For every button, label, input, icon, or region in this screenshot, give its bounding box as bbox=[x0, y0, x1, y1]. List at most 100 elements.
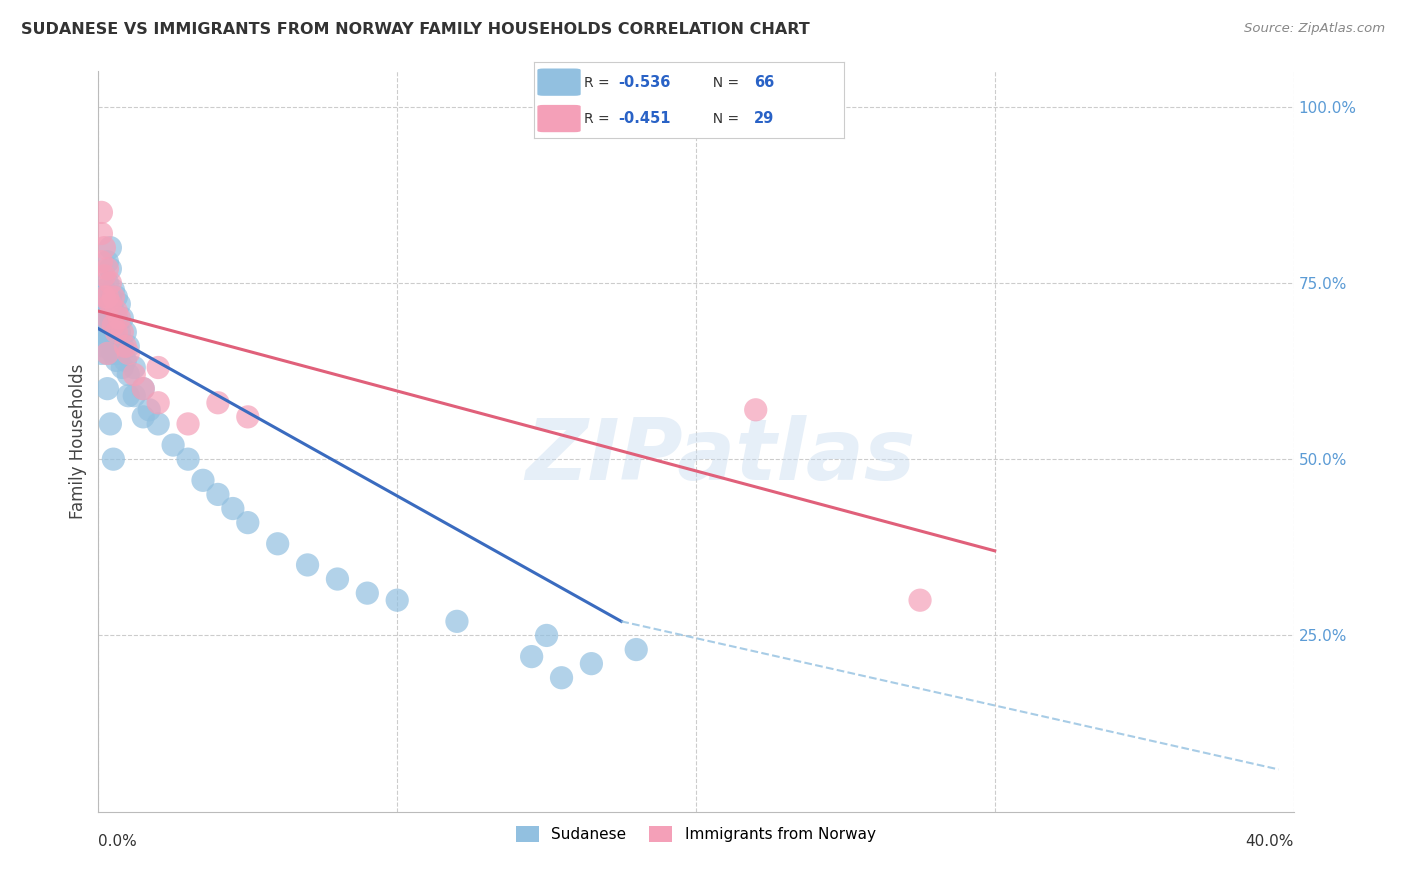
Point bbox=[90, 311, 112, 326]
Point bbox=[108, 311, 131, 326]
Point bbox=[90, 325, 112, 339]
Point bbox=[236, 409, 259, 424]
Point bbox=[93, 283, 115, 297]
Point bbox=[96, 290, 118, 304]
Point bbox=[908, 593, 931, 607]
Point bbox=[117, 346, 139, 360]
Point bbox=[117, 339, 139, 353]
Text: -0.451: -0.451 bbox=[617, 111, 671, 126]
Point bbox=[385, 593, 409, 607]
Point bbox=[96, 382, 118, 396]
Point bbox=[132, 382, 155, 396]
Point bbox=[111, 325, 134, 339]
Point bbox=[267, 537, 290, 551]
Point bbox=[745, 402, 768, 417]
Point bbox=[177, 417, 200, 431]
Point bbox=[98, 261, 122, 276]
Point bbox=[111, 360, 134, 375]
Point bbox=[93, 290, 115, 304]
Point bbox=[581, 657, 603, 671]
Point bbox=[90, 304, 112, 318]
Point bbox=[93, 325, 115, 339]
Text: 0.0%: 0.0% bbox=[98, 834, 138, 849]
Point bbox=[108, 325, 131, 339]
Point bbox=[96, 346, 118, 360]
Point bbox=[132, 382, 155, 396]
Point bbox=[356, 586, 378, 600]
Point bbox=[536, 628, 558, 642]
Point bbox=[297, 558, 319, 572]
Point bbox=[93, 304, 115, 318]
Text: ZIPatlas: ZIPatlas bbox=[524, 415, 915, 498]
Point bbox=[326, 572, 349, 586]
Point bbox=[117, 368, 139, 382]
Point bbox=[96, 297, 118, 311]
Point bbox=[191, 473, 214, 487]
Point bbox=[626, 642, 648, 657]
Point bbox=[93, 318, 115, 333]
Text: N =: N = bbox=[704, 112, 744, 126]
Point bbox=[124, 389, 146, 403]
Point bbox=[105, 325, 128, 339]
Point bbox=[98, 417, 122, 431]
Text: R =: R = bbox=[583, 112, 614, 126]
FancyBboxPatch shape bbox=[537, 69, 581, 95]
Point bbox=[96, 254, 118, 268]
Text: N =: N = bbox=[704, 76, 744, 90]
Point bbox=[96, 261, 118, 276]
Point bbox=[96, 276, 118, 290]
Point bbox=[98, 297, 122, 311]
Point bbox=[207, 396, 229, 410]
Text: R =: R = bbox=[583, 76, 614, 90]
Point bbox=[117, 389, 139, 403]
Point bbox=[105, 311, 128, 326]
Point bbox=[103, 346, 125, 360]
Point bbox=[114, 339, 136, 353]
Text: 40.0%: 40.0% bbox=[1246, 834, 1294, 849]
Text: 66: 66 bbox=[754, 76, 775, 90]
Point bbox=[148, 417, 170, 431]
Point bbox=[114, 353, 136, 368]
Point bbox=[93, 297, 115, 311]
Point bbox=[103, 325, 125, 339]
Point bbox=[103, 283, 125, 297]
Point bbox=[222, 501, 245, 516]
Point bbox=[93, 268, 115, 283]
Y-axis label: Family Households: Family Households bbox=[69, 364, 87, 519]
Point bbox=[124, 360, 146, 375]
Point bbox=[162, 438, 184, 452]
Point bbox=[90, 205, 112, 219]
Point bbox=[105, 332, 128, 346]
Point bbox=[103, 290, 125, 304]
Point bbox=[111, 311, 134, 326]
Point bbox=[103, 318, 125, 333]
Point bbox=[114, 325, 136, 339]
Point bbox=[96, 346, 118, 360]
Point bbox=[103, 304, 125, 318]
Point bbox=[90, 346, 112, 360]
Point bbox=[103, 452, 125, 467]
Point bbox=[98, 290, 122, 304]
Point bbox=[90, 290, 112, 304]
Point bbox=[520, 649, 543, 664]
Point bbox=[111, 339, 134, 353]
Point bbox=[98, 276, 122, 290]
Text: Source: ZipAtlas.com: Source: ZipAtlas.com bbox=[1244, 22, 1385, 36]
Point bbox=[236, 516, 259, 530]
Point bbox=[98, 241, 122, 255]
Point bbox=[105, 304, 128, 318]
Point bbox=[148, 396, 170, 410]
Point bbox=[96, 311, 118, 326]
Point bbox=[207, 487, 229, 501]
Point bbox=[148, 360, 170, 375]
Legend: Sudanese, Immigrants from Norway: Sudanese, Immigrants from Norway bbox=[510, 821, 882, 848]
FancyBboxPatch shape bbox=[537, 105, 581, 132]
Point bbox=[446, 615, 468, 629]
Point bbox=[90, 227, 112, 241]
Point bbox=[93, 339, 115, 353]
Point bbox=[93, 241, 115, 255]
Text: SUDANESE VS IMMIGRANTS FROM NORWAY FAMILY HOUSEHOLDS CORRELATION CHART: SUDANESE VS IMMIGRANTS FROM NORWAY FAMIL… bbox=[21, 22, 810, 37]
Point bbox=[177, 452, 200, 467]
Point bbox=[105, 290, 128, 304]
Point bbox=[98, 311, 122, 326]
